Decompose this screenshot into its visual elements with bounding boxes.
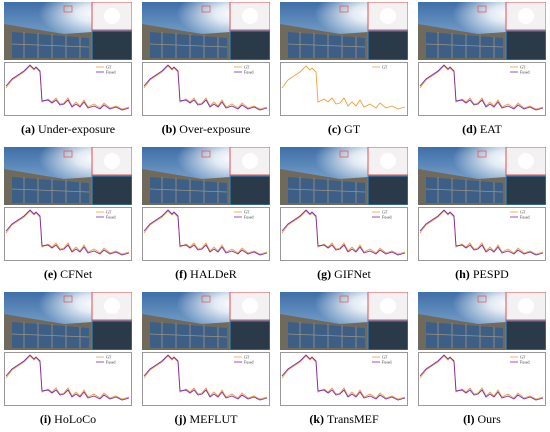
photo <box>418 292 546 350</box>
caption-tag: (b) <box>162 122 177 136</box>
caption-tag: (k) <box>309 412 324 426</box>
caption-name: Over-exposure <box>179 122 250 136</box>
photo <box>418 2 546 60</box>
legend-label: Fused <box>106 70 116 75</box>
photo <box>4 147 132 205</box>
caption: (c) GT <box>328 122 361 136</box>
caption-name: HoLoCo <box>54 412 96 426</box>
caption-name: EAT <box>480 122 503 136</box>
legend-label: Fused <box>382 360 392 365</box>
panel: GT(c) GT <box>280 2 408 136</box>
legend-label: GT <box>520 355 526 360</box>
photo <box>4 2 132 60</box>
caption-tag: (d) <box>462 122 477 136</box>
caption: (b) Over-exposure <box>162 122 251 136</box>
legend-label: GT <box>244 210 250 215</box>
caption-tag: (h) <box>455 267 470 281</box>
caption-name: Under-exposure <box>38 122 115 136</box>
caption-tag: (a) <box>21 122 35 136</box>
legend-label: Fused <box>106 215 116 220</box>
legend-label: GT <box>382 355 388 360</box>
caption-tag: (j) <box>175 412 187 426</box>
caption-name: GIFNet <box>334 267 371 281</box>
legend-label: GT <box>520 210 526 215</box>
caption: (i) HoLoCo <box>40 412 96 426</box>
caption: (g) GIFNet <box>317 267 371 281</box>
legend-label: Fused <box>520 215 530 220</box>
legend-label: GT <box>382 65 388 70</box>
caption-tag: (f) <box>175 267 187 281</box>
caption: (f) HALDeR <box>175 267 237 281</box>
photo <box>280 2 408 60</box>
photo <box>142 292 270 350</box>
caption-name: TransMEF <box>327 412 379 426</box>
legend-label: GT <box>382 210 388 215</box>
caption-tag: (i) <box>40 412 51 426</box>
caption-tag: (c) <box>328 122 341 136</box>
legend-label: GT <box>106 355 112 360</box>
caption-tag: (l) <box>463 412 474 426</box>
legend-label: Fused <box>106 360 116 365</box>
caption: (d) EAT <box>462 122 502 136</box>
photo <box>142 2 270 60</box>
caption-name: HALDeR <box>190 267 237 281</box>
legend-label: Fused <box>520 360 530 365</box>
caption-name: CFNet <box>60 267 93 281</box>
legend-label: GT <box>520 65 526 70</box>
caption: (e) CFNet <box>44 267 93 281</box>
caption: (a) Under-exposure <box>21 122 115 136</box>
caption-name: GT <box>344 122 361 136</box>
photo <box>280 292 408 350</box>
caption-name: Ours <box>477 412 501 426</box>
legend-label: GT <box>106 65 112 70</box>
caption: (j) MEFLUT <box>175 412 239 426</box>
caption: (h) PESPD <box>455 267 509 281</box>
legend-label: GT <box>106 210 112 215</box>
photo <box>280 147 408 205</box>
legend-label: Fused <box>244 70 254 75</box>
caption: (k) TransMEF <box>309 412 379 426</box>
legend-label: Fused <box>382 215 392 220</box>
legend-label: Fused <box>244 360 254 365</box>
legend-label: Fused <box>244 215 254 220</box>
legend-label: Fused <box>520 70 530 75</box>
photo <box>4 292 132 350</box>
caption: (l) Ours <box>463 412 501 426</box>
caption-name: MEFLUT <box>190 412 239 426</box>
photo <box>418 147 546 205</box>
legend-label: GT <box>244 65 250 70</box>
photo <box>142 147 270 205</box>
caption-tag: (g) <box>317 267 331 281</box>
legend-label: GT <box>244 355 250 360</box>
caption-tag: (e) <box>44 267 57 281</box>
caption-name: PESPD <box>473 267 509 281</box>
